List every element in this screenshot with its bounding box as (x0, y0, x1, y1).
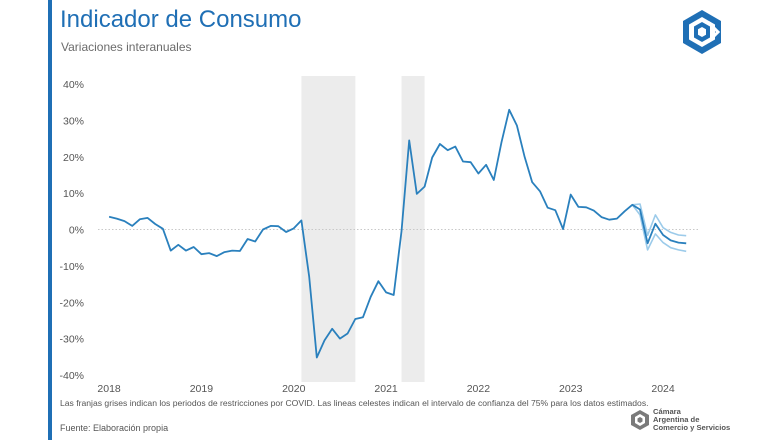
x-tick-label: 2019 (190, 383, 214, 395)
y-tick-label: 40% (63, 79, 84, 91)
chart-subtitle: Variaciones interanuales (61, 40, 192, 54)
chart-title: Indicador de Consumo (60, 6, 302, 33)
y-tick-label: 30% (63, 115, 84, 127)
footnote: Las franjas grises indican los periodos … (60, 398, 649, 408)
y-tick-label: 10% (63, 188, 84, 200)
y-tick-label: -20% (59, 297, 84, 309)
x-tick-label: 2018 (97, 383, 121, 395)
accent-bar (48, 0, 52, 440)
y-tick-label: 20% (63, 152, 84, 164)
cac-logo-icon (683, 10, 721, 54)
y-tick-label: 0% (69, 225, 84, 237)
covid-shade (301, 76, 356, 382)
org-name-line: Cámara (653, 407, 681, 416)
y-tick-label: -10% (59, 261, 84, 273)
org-name-line: Comercio y Servicios (653, 423, 731, 433)
source-text: Fuente: Elaboración propia (60, 423, 169, 433)
x-tick-label: 2024 (651, 383, 675, 395)
upper-confidence-line (632, 203, 687, 237)
lower-confidence-line (631, 204, 687, 253)
org-name: Cámara Argentina de Comercio y Servicios (653, 407, 763, 433)
y-tick-label: -30% (59, 334, 84, 346)
y-tick-label: -40% (59, 370, 84, 382)
x-tick-label: 2020 (282, 383, 306, 395)
x-tick-label: 2021 (374, 383, 398, 395)
x-tick-label: 2022 (467, 383, 491, 395)
org-name-line: Argentina de (653, 415, 700, 425)
org-logo-icon (631, 410, 649, 430)
x-tick-label: 2023 (559, 383, 583, 395)
consumption-line (108, 108, 687, 359)
